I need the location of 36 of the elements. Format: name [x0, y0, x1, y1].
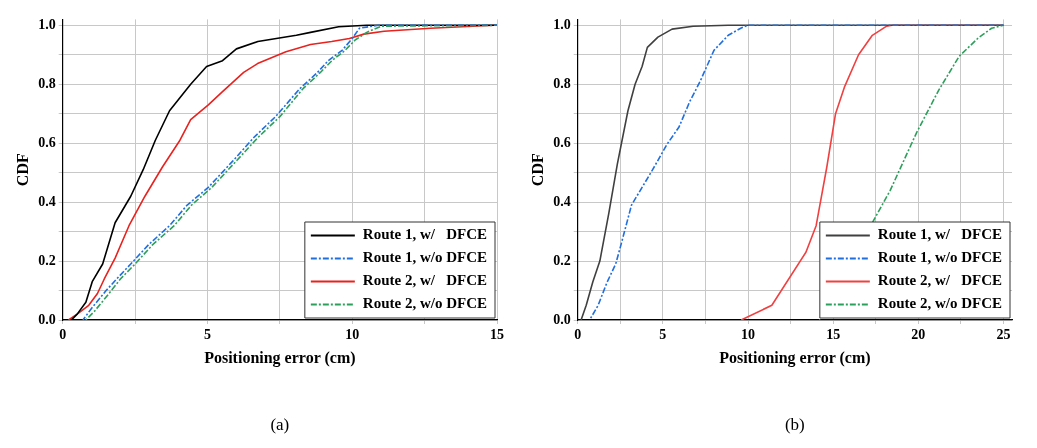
x-tick-label: 15 [490, 327, 504, 343]
x-axis-title: Positioning error (cm) [719, 348, 871, 367]
y-tick-label: 1.0 [553, 16, 571, 32]
x-tick-label: 5 [203, 327, 211, 343]
y-tick-label: 0.2 [553, 252, 571, 268]
x-axis-title: Positioning error (cm) [204, 348, 356, 367]
x-tick-label: 0 [574, 327, 582, 343]
legend-label: Route 2, w/ DFCE [877, 272, 1003, 289]
legend-label: Route 1, w/ DFCE [877, 226, 1003, 243]
y-tick-label: 0.8 [553, 75, 571, 91]
x-tick-label: 15 [826, 327, 841, 343]
x-tick-label: 10 [345, 327, 360, 343]
y-tick-label: 0.6 [38, 134, 56, 150]
y-tick-label: 0.4 [553, 193, 571, 209]
text: (b) [784, 414, 805, 434]
y-tick-label: 0.0 [38, 311, 56, 327]
legend-label: Route 1, w/o DFCE [877, 249, 1003, 266]
legend-label: Route 2, w/ DFCE [362, 272, 488, 289]
y-tick-label: 1.0 [38, 16, 56, 32]
legend-label: Route 1, w/ DFCE [362, 226, 488, 243]
text: (a) [270, 414, 290, 434]
y-tick-label: 0.2 [38, 252, 56, 268]
y-axis-title: CDF [13, 153, 31, 187]
x-tick-label: 0 [59, 327, 67, 343]
x-tick-label: 5 [659, 327, 667, 343]
y-tick-label: 0.4 [38, 193, 56, 209]
x-tick-label: 10 [741, 327, 756, 343]
y-axis-title: CDF [528, 153, 546, 187]
legend-label: Route 2, w/o DFCE [362, 295, 488, 312]
legend-label: Route 2, w/o DFCE [877, 295, 1003, 312]
x-tick-label: 20 [911, 327, 926, 343]
y-tick-label: 0.0 [553, 311, 571, 327]
legend-label: Route 1, w/o DFCE [362, 249, 488, 266]
x-tick-label: 25 [996, 327, 1011, 343]
y-tick-label: 0.8 [38, 75, 56, 91]
y-tick-label: 0.6 [553, 134, 571, 150]
